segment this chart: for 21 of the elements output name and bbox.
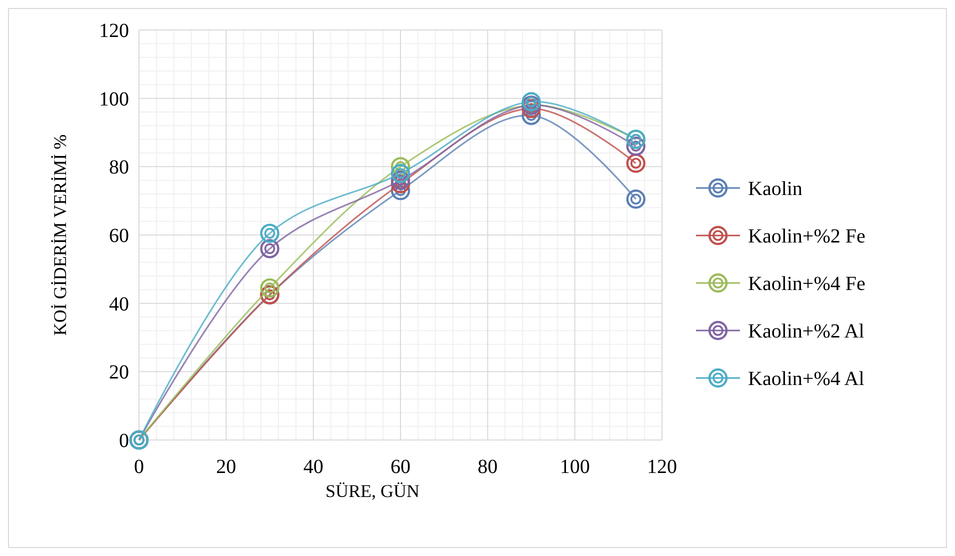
x-tick-label: 80 [478, 456, 498, 478]
legend-label: Kaolin+%4 Al [748, 368, 865, 390]
x-axis-title: SÜRE, GÜN [325, 481, 420, 501]
y-tick-label: 100 [99, 88, 129, 110]
y-tick-label: 0 [119, 430, 129, 452]
legend-label: Kaolin+%2 Fe [748, 226, 866, 248]
y-tick-label: 80 [109, 156, 129, 179]
x-tick-label: 20 [216, 456, 236, 478]
x-tick-label: 120 [647, 456, 677, 478]
x-tick-label: 100 [560, 456, 590, 478]
y-tick-label: 40 [109, 293, 129, 316]
y-tick-label: 120 [99, 20, 129, 42]
legend-label: Kaolin+%2 Al [748, 320, 865, 342]
y-axis-title: KOİ GİDERİM VERİMİ % [50, 134, 70, 336]
x-tick-label: 40 [303, 456, 324, 478]
x-tick-label: 0 [134, 456, 144, 478]
y-tick-label: 60 [109, 225, 129, 247]
x-tick-label: 60 [390, 456, 410, 478]
legend-label: Kaolin [748, 178, 802, 200]
legend-label: Kaolin+%4 Fe [748, 273, 866, 295]
y-tick-label: 20 [109, 362, 129, 384]
